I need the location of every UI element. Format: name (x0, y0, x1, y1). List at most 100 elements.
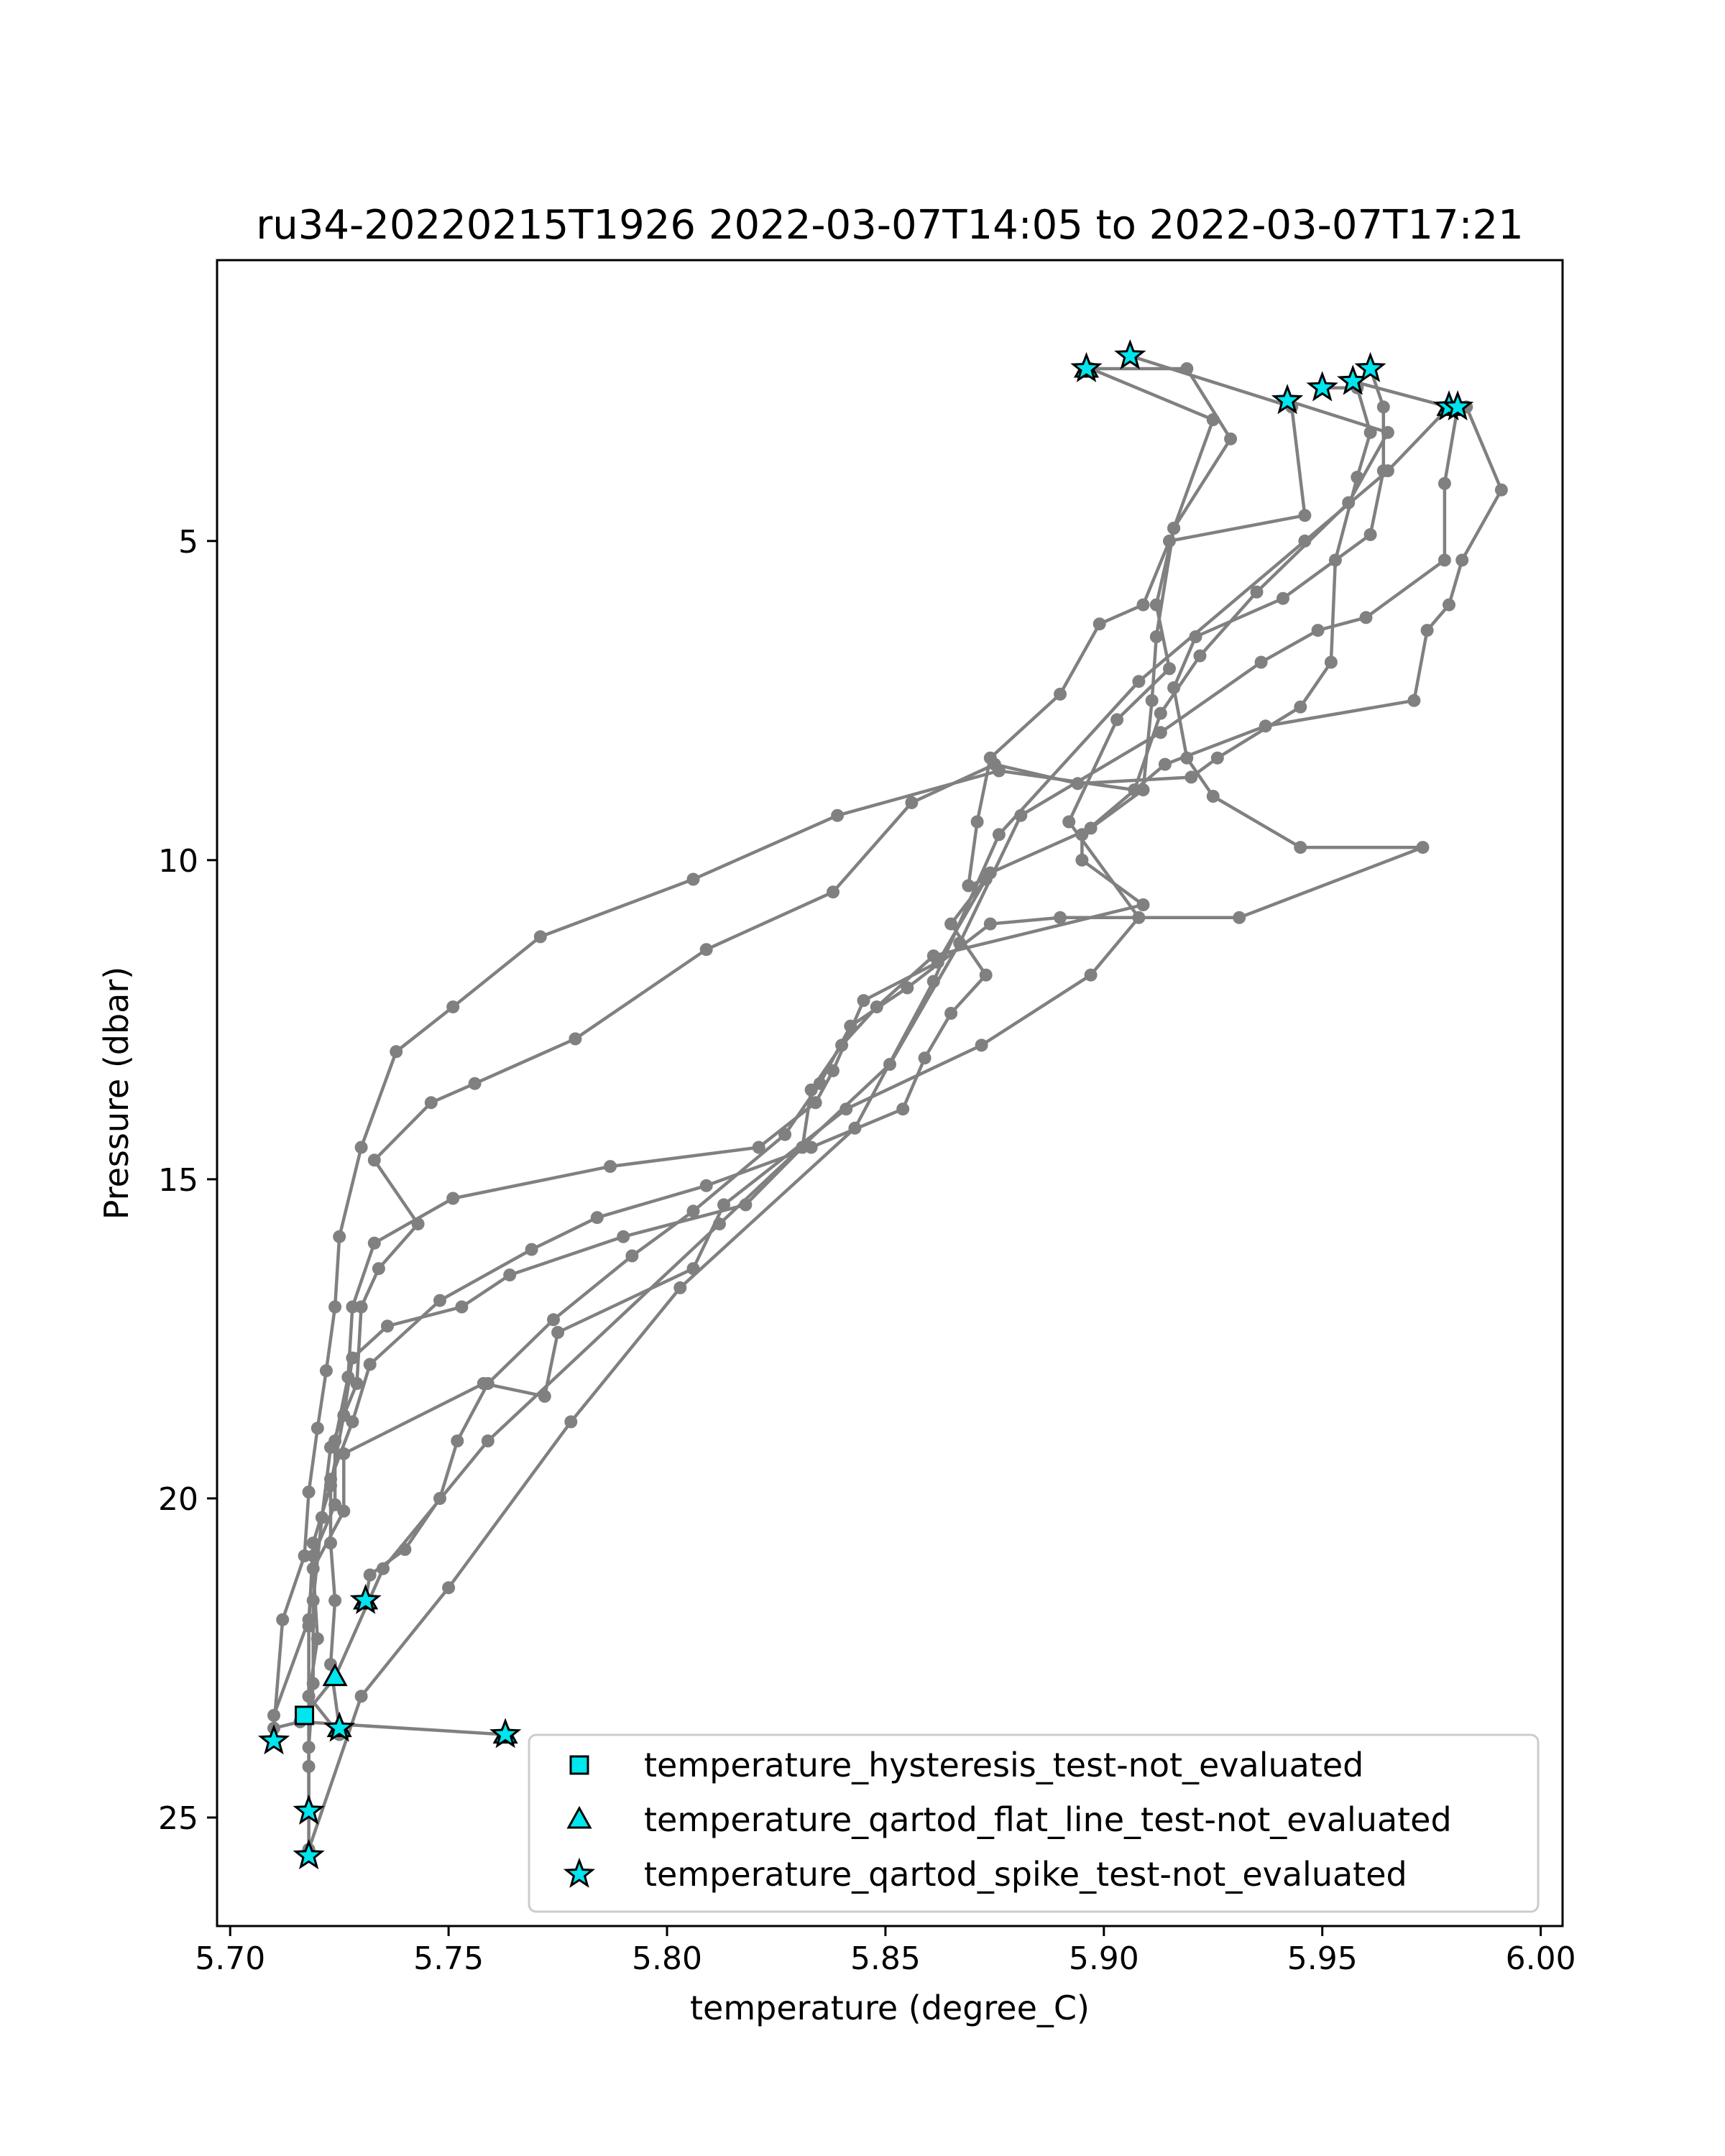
data-point (1259, 719, 1272, 733)
x-tick-label: 5.70 (195, 1940, 265, 1977)
data-point (1136, 898, 1150, 911)
data-point (686, 1204, 700, 1218)
data-point (1136, 783, 1150, 797)
y-tick-label: 15 (158, 1162, 198, 1199)
data-point (503, 1268, 517, 1282)
spike-flag-marker (1271, 384, 1304, 415)
data-point (1420, 624, 1434, 637)
data-point (1084, 968, 1098, 982)
data-point (350, 1377, 364, 1391)
data-point (827, 885, 840, 899)
data-point (809, 1096, 822, 1110)
data-point (1407, 694, 1421, 707)
chart-title: ru34-20220215T1926 2022-03-07T14:05 to 2… (256, 202, 1523, 249)
data-point (1084, 821, 1098, 835)
data-point (1189, 630, 1202, 643)
data-point (319, 1364, 333, 1378)
data-point (1455, 553, 1469, 567)
data-point (1062, 815, 1076, 829)
data-point (446, 1192, 460, 1205)
data-point (975, 1038, 988, 1052)
data-point (424, 1096, 438, 1110)
data-point (433, 1294, 446, 1307)
data-point (564, 1415, 578, 1429)
spike-flag-marker (489, 1718, 522, 1749)
data-point (979, 968, 993, 982)
spike-flag-marker (257, 1724, 290, 1755)
data-point (1092, 617, 1106, 631)
spike-flag-marker (1442, 390, 1474, 421)
data-point (926, 949, 940, 963)
data-point (551, 1326, 565, 1339)
data-point (673, 1281, 687, 1294)
data-point (1132, 675, 1146, 688)
data-point (813, 1077, 827, 1090)
data-point (1254, 655, 1268, 669)
profile-5 (359, 362, 1430, 1608)
data-point (367, 1153, 381, 1167)
data-point (604, 1160, 617, 1174)
legend-frame (528, 1733, 1540, 1913)
data-point (346, 1415, 359, 1429)
data-point (1376, 400, 1390, 414)
data-point (1136, 598, 1150, 612)
data-point (276, 1613, 290, 1626)
hysteresis-flag-marker (295, 1705, 315, 1726)
data-point (983, 917, 997, 931)
data-point (1359, 611, 1373, 625)
data-point (1494, 483, 1508, 497)
data-point (310, 1422, 324, 1435)
y-tick-label: 20 (158, 1481, 198, 1518)
data-point (1158, 757, 1172, 771)
data-point (970, 815, 984, 829)
data-point (1193, 649, 1207, 663)
qc-flags (257, 338, 1474, 1870)
spike-flag-marker (1354, 351, 1386, 382)
data-point (625, 1249, 639, 1263)
legend-square-icon (569, 1755, 589, 1775)
data-point (840, 1102, 853, 1116)
data-point (1324, 655, 1338, 669)
spike-flag-marker (1306, 371, 1338, 402)
data-point (377, 1562, 390, 1575)
x-axis-label: temperature (degree_C) (690, 1989, 1090, 2027)
data-point (1054, 911, 1067, 924)
data-point (1233, 911, 1246, 924)
spike-flag-marker (1070, 351, 1103, 382)
data-point (455, 1300, 469, 1314)
data-point (1298, 509, 1312, 522)
data-point (901, 981, 914, 995)
data-point (302, 1690, 316, 1703)
data-point (302, 1619, 316, 1633)
data-point (1163, 662, 1176, 676)
x-axis: 5.70 5.75 5.80 5.85 5.90 5.95 6.00 (195, 1926, 1576, 1977)
data-point (328, 1594, 342, 1608)
data-point (1149, 630, 1163, 643)
data-point (1180, 751, 1194, 765)
data-point (778, 1128, 792, 1141)
data-point (831, 808, 845, 822)
data-point (896, 1102, 910, 1116)
spike-flag-marker (293, 1794, 325, 1825)
data-point (1075, 853, 1089, 867)
data-point (1363, 528, 1377, 541)
data-point (1206, 790, 1220, 803)
flat-line-flag-marker (322, 1663, 348, 1687)
data-point (944, 1007, 958, 1020)
data-point (848, 1121, 862, 1135)
data-point (1110, 713, 1124, 727)
plot-frame (216, 259, 1564, 1927)
data-point (468, 1077, 482, 1090)
profile-line (272, 399, 1390, 1736)
data-point (302, 1760, 316, 1773)
data-point (446, 1000, 460, 1014)
legend-entry-label: temperature_qartod_spike_test-not_evalua… (644, 1855, 1407, 1894)
data-point (953, 936, 967, 950)
x-tick-label: 5.75 (413, 1940, 484, 1977)
data-point (1210, 751, 1224, 765)
spike-flag-marker (1114, 338, 1146, 370)
data-point (918, 1051, 932, 1065)
data-point (525, 1243, 538, 1256)
data-point (992, 828, 1006, 842)
data-point (302, 1485, 316, 1499)
